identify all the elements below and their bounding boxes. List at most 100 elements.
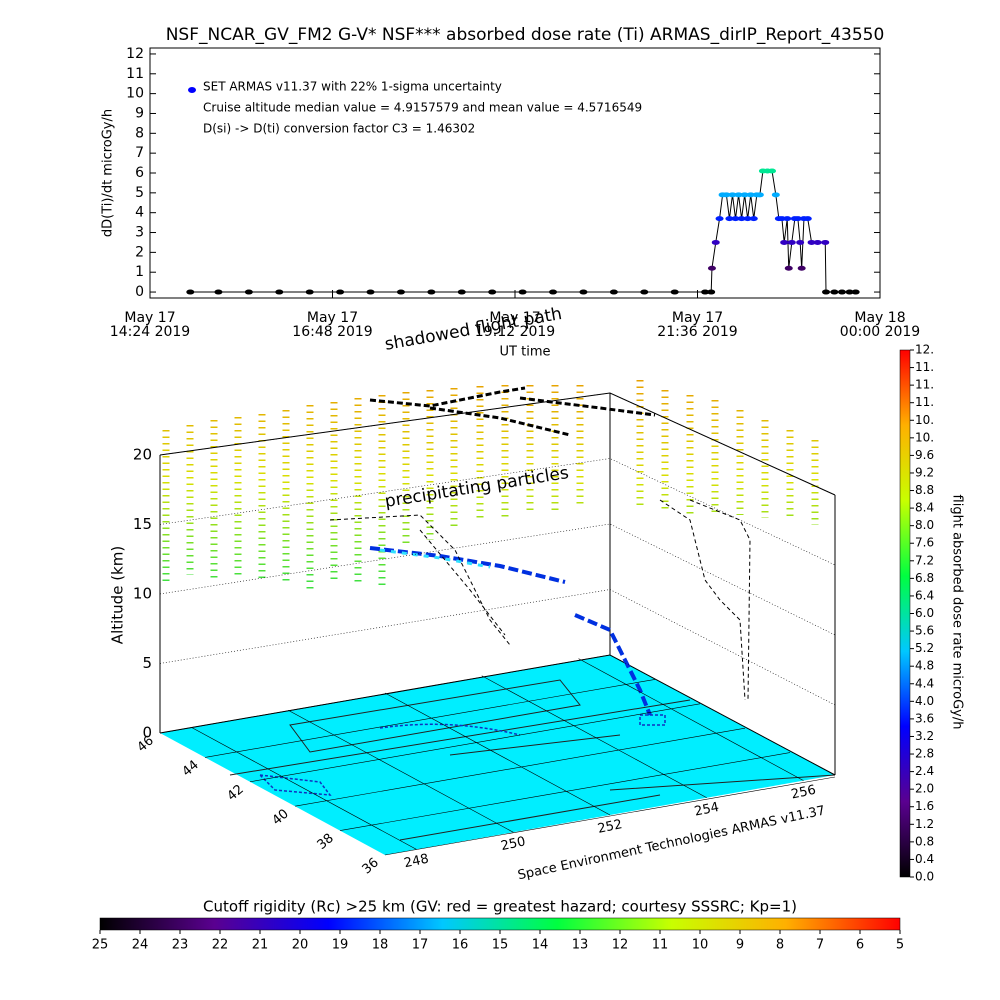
colorbar-tick-label: 7 xyxy=(816,938,824,953)
data-point xyxy=(793,216,802,222)
z-tick-label: 10 xyxy=(133,585,152,603)
data-point xyxy=(670,289,679,295)
data-point xyxy=(780,239,789,245)
data-point xyxy=(640,289,649,295)
data-point xyxy=(749,216,758,222)
grid-line xyxy=(384,692,611,816)
colorbar-tick-label: 3.6 xyxy=(915,711,934,725)
colorbar-tick-label: 11. xyxy=(915,360,934,374)
data-point xyxy=(518,289,527,295)
grid-line xyxy=(204,679,656,758)
grid-line xyxy=(288,709,514,833)
x-tick-label: 00:00 2019 xyxy=(840,324,920,340)
colorbar-tick-label: 15 xyxy=(492,938,509,953)
colorbar-tick-label: 9.6 xyxy=(915,448,934,462)
annotation: D(si) -> D(ti) conversion factor C3 = 1.… xyxy=(203,122,475,136)
data-point xyxy=(830,289,839,295)
y-tick-label: 5 xyxy=(135,185,144,201)
shadow-curves xyxy=(329,499,751,701)
data-point xyxy=(366,289,375,295)
data-point xyxy=(275,289,284,295)
y-tick-label: 6 xyxy=(135,165,144,181)
data-point xyxy=(771,192,780,198)
data-point xyxy=(427,289,436,295)
dose-columns xyxy=(162,380,819,590)
grid-line xyxy=(294,727,746,807)
colorbar-tick-label: 20 xyxy=(292,938,309,953)
legend-marker xyxy=(188,87,196,93)
colorbar-tick-label: 12 xyxy=(612,938,629,953)
colorbar-tick-label: 1.2 xyxy=(915,817,934,831)
colorbar-tick-label: 5.6 xyxy=(915,624,934,638)
colorbar-tick-label: 9.2 xyxy=(915,465,934,479)
y-tick-label: 2 xyxy=(135,244,144,260)
data-point xyxy=(728,192,737,198)
colorbar-tick-label: 24 xyxy=(132,938,149,953)
colorbar-tick-label: 7.2 xyxy=(915,553,934,567)
colorbar-tick-label: 19 xyxy=(332,938,349,953)
data-point xyxy=(244,289,253,295)
x-tick-label: 250 xyxy=(500,834,527,854)
data-point xyxy=(784,265,793,271)
data-point xyxy=(737,216,746,222)
colorbar-tick-label: 8.0 xyxy=(915,518,934,532)
data-point xyxy=(768,168,777,174)
grid-line xyxy=(384,776,836,856)
x-tick-label: 21:36 2019 xyxy=(657,324,737,340)
y-tick-label: 4 xyxy=(135,205,144,221)
data-point xyxy=(734,192,743,198)
grid-line xyxy=(159,392,836,496)
data-point xyxy=(457,289,466,295)
y-tick-label: 8 xyxy=(135,125,144,141)
grid-line xyxy=(339,752,791,831)
x-tick-label: 16:48 2019 xyxy=(292,324,372,340)
x-tick-label: May 17 xyxy=(672,310,723,326)
colorbar-tick-label: 0.8 xyxy=(915,834,934,848)
colorbar-tick-label: 23 xyxy=(172,938,189,953)
map-features xyxy=(257,714,666,796)
colorbar-tick-label: 6.8 xyxy=(915,571,934,585)
y-tick-label: 12 xyxy=(126,46,144,62)
map-lines xyxy=(229,679,836,841)
colorbar-tick-label: 11 xyxy=(652,938,669,953)
data-point xyxy=(305,289,314,295)
data-point xyxy=(796,239,805,245)
colorbar-tick-label: 10. xyxy=(915,413,934,427)
z-tick-label: 0 xyxy=(142,724,152,742)
colorbar-tick-label: 14 xyxy=(532,938,549,953)
x-tick-label: May 17 xyxy=(489,310,540,326)
data-point xyxy=(579,289,588,295)
colorbar-tick-label: 17 xyxy=(412,938,429,953)
colorbar-tick-label: 11. xyxy=(915,395,934,409)
colorbar-tick-label: 21 xyxy=(252,938,269,953)
x-tick-label: 254 xyxy=(693,800,720,820)
grid-line xyxy=(191,727,417,850)
colorbar-tick-label: 2.0 xyxy=(915,782,934,796)
data-point xyxy=(743,216,752,222)
data-point xyxy=(186,289,195,295)
x-tick-label: May 17 xyxy=(124,310,175,326)
colorbar-tick-label: 18 xyxy=(372,938,389,953)
colorbar-tick-label: 12. xyxy=(915,343,934,357)
legend-label: SET ARMAS v11.37 with 22% 1-sigma uncert… xyxy=(203,80,502,94)
data-point xyxy=(746,192,755,198)
data-point xyxy=(813,239,822,245)
data-point xyxy=(722,192,731,198)
grid-line xyxy=(481,675,707,799)
y-tick-label: 3 xyxy=(135,225,144,241)
plot-3d xyxy=(159,380,836,856)
x-tick-label: 256 xyxy=(790,783,817,803)
data-point xyxy=(609,289,618,295)
x-tick-label: May 17 xyxy=(307,310,358,326)
colorbar-tick-label: 2.4 xyxy=(915,764,934,778)
data-point xyxy=(715,216,724,222)
data-point xyxy=(725,216,734,222)
data-point xyxy=(807,239,816,245)
colorbar-tick-label: 8.8 xyxy=(915,483,934,497)
data-point xyxy=(755,192,764,198)
y-tick-label: 11 xyxy=(126,66,144,82)
data-point xyxy=(787,239,796,245)
colorbar xyxy=(899,349,911,878)
grid-line xyxy=(159,654,611,734)
colorbar-tick-label: 4.8 xyxy=(915,659,934,673)
